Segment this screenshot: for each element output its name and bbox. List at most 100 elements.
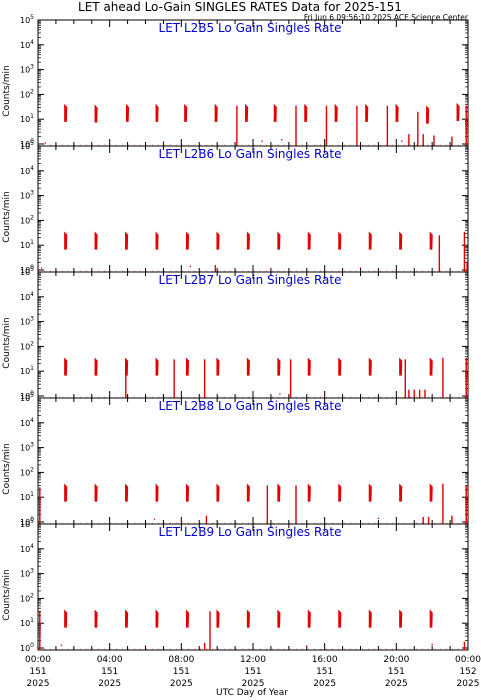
data-burst [64, 483, 68, 502]
data-dot [279, 393, 281, 395]
panel-title: LET L2B5 Lo Gain Singles Rate [159, 21, 342, 35]
y-tick-label: 100 [20, 390, 34, 401]
data-burst [245, 103, 249, 122]
timestamp: Fri Jun 6 09:56:10 2025 ACE Science Cent… [304, 13, 469, 22]
y-tick-label: 104 [20, 291, 34, 302]
data-dot [44, 142, 46, 144]
data-burst [214, 103, 218, 122]
data-burst [429, 483, 433, 502]
y-tick-label: 105 [20, 392, 34, 403]
data-burst [399, 357, 403, 376]
data-dot [261, 140, 263, 142]
data-dot [401, 140, 403, 142]
y-tick-label: 102 [20, 340, 34, 351]
y-tick-label: 103 [20, 64, 34, 75]
data-burst [368, 357, 372, 376]
data-burst [399, 483, 403, 502]
data-burst [277, 357, 281, 376]
y-tick-label: 101 [20, 491, 34, 502]
chart-title: LET ahead Lo-Gain SINGLES RATES Data for… [78, 0, 402, 14]
data-dot [281, 139, 283, 141]
y-tick-label: 100 [20, 138, 34, 149]
data-burst [246, 483, 250, 502]
data-burst [185, 483, 190, 502]
data-burst [456, 102, 460, 122]
data-dot [377, 517, 380, 520]
x-tick-day: 151 [173, 667, 190, 677]
y-tick-label: 102 [20, 466, 34, 477]
data-burst [216, 231, 220, 250]
data-dot [162, 141, 165, 143]
data-burst [155, 483, 159, 502]
data-dot [153, 518, 156, 520]
y-tick-label: 105 [20, 266, 34, 277]
data-dot [60, 644, 62, 646]
y-axis-label: Counts/min [2, 317, 12, 368]
y-tick-label: 103 [20, 568, 34, 579]
data-dot [40, 267, 43, 269]
x-axis-label: UTC Day of Year [216, 688, 288, 698]
data-burst [334, 103, 338, 122]
data-burst [125, 103, 130, 122]
data-dot [431, 643, 433, 646]
data-dot [189, 265, 191, 268]
data-burst [429, 231, 433, 250]
panel-4: 100 101 102 103 104 105 Counts/min LET L2B8 Lo … [2, 392, 469, 527]
panel-title: LET L2B6 Lo Gain Singles Rate [159, 147, 342, 161]
data-burst [338, 231, 342, 250]
y-tick-label: 102 [20, 88, 34, 99]
y-tick-label: 101 [20, 113, 34, 124]
data-dot [270, 268, 272, 270]
data-burst [307, 609, 311, 628]
data-burst [185, 357, 190, 376]
data-burst [216, 483, 220, 502]
data-burst [155, 231, 159, 250]
x-tick-year: 2025 [457, 679, 480, 689]
y-axis-label: Counts/min [2, 191, 12, 242]
data-burst [94, 104, 98, 123]
x-tick-time: 16:00 [312, 655, 338, 665]
data-burst [277, 231, 281, 250]
y-tick-label: 101 [20, 365, 34, 376]
data-burst [155, 357, 159, 376]
panel-5: 100 101 102 103 104 105 Counts/min LET L2B9 Lo … [2, 518, 469, 653]
x-axis-labels: 00:00 151 2025 04:00 151 2025 08:00 151 2025 12:0… [25, 655, 481, 689]
panel-frame [37, 523, 469, 651]
data-burst [185, 231, 190, 250]
data-burst [246, 357, 250, 376]
data-burst [184, 103, 188, 122]
data-burst [307, 357, 311, 376]
data-burst [216, 609, 220, 628]
data-burst [216, 357, 220, 376]
data-burst [338, 609, 342, 628]
x-tick-day: 151 [101, 667, 118, 677]
panel-title: LET L2B8 Lo Gain Singles Rate [159, 399, 342, 413]
data-burst [277, 609, 281, 628]
y-axis-label: Counts/min [2, 443, 12, 494]
data-burst [365, 103, 369, 122]
panel-frame [37, 397, 469, 525]
y-tick-label: 101 [20, 617, 34, 628]
data-burst [246, 231, 250, 250]
x-tick-day: 152 [459, 667, 476, 677]
data-dot [144, 645, 147, 647]
panel-frame [37, 271, 469, 399]
data-burst [304, 103, 308, 122]
y-axis-label: Counts/min [2, 65, 12, 116]
data-burst [307, 483, 311, 502]
panel-2: 100 101 102 103 104 105 Counts/min LET L2B6 Lo … [2, 140, 469, 275]
x-tick-day: 151 [244, 667, 261, 677]
data-burst [368, 231, 372, 250]
x-tick-day: 151 [29, 667, 46, 677]
x-tick-year: 2025 [27, 679, 50, 689]
y-tick-label: 102 [20, 214, 34, 225]
data-burst [338, 483, 342, 502]
data-burst [399, 231, 403, 250]
data-burst [94, 483, 98, 502]
y-tick-label: 103 [20, 442, 34, 453]
data-burst [395, 103, 399, 122]
x-tick-year: 2025 [98, 679, 121, 689]
y-tick-label: 100 [20, 642, 34, 653]
y-tick-label: 103 [20, 190, 34, 201]
data-burst [64, 231, 68, 250]
